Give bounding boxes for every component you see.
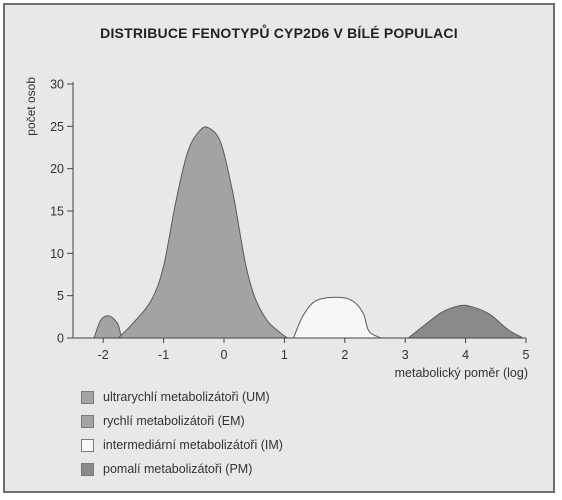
x-tick-label: -2 [98, 348, 109, 362]
x-tick-label: 2 [341, 348, 348, 362]
x-tick-label: 4 [462, 348, 469, 362]
series-area-2 [117, 126, 289, 339]
legend-swatch [81, 462, 94, 476]
y-axis-label: počet osob [24, 77, 38, 136]
series-layer [93, 126, 525, 339]
y-tick-label: 25 [50, 120, 64, 134]
legend-label: pomalí metabolizátoři (PM) [103, 462, 253, 476]
y-tick-label: 0 [57, 332, 64, 346]
legend-label: intermediární metabolizátoři (IM) [103, 438, 283, 452]
y-tick-label: 10 [50, 247, 64, 261]
legend-item: ultrarychlí metabolizátoři (UM) [81, 385, 283, 409]
x-tick-label: 0 [221, 348, 228, 362]
legend-swatch [81, 390, 94, 404]
series-area-3 [292, 296, 382, 339]
x-tick-label: 3 [402, 348, 409, 362]
legend-swatch [81, 438, 94, 452]
chart-frame: DISTRIBUCE FENOTYPŮ CYP2D6 V BÍLÉ POPULA… [3, 3, 555, 493]
y-tick-label: 5 [57, 289, 64, 303]
x-axis-label: metabolický poměr (log) [395, 366, 528, 380]
legend-item: rychlí metabolizátoři (EM) [81, 409, 283, 433]
y-tick-label: 15 [50, 205, 64, 219]
x-tick-label: 1 [281, 348, 288, 362]
axes-layer: 0 5 10 15 20 25 30 -2 -1 0 1 2 3 4 5 [50, 78, 529, 363]
series-area-1 [93, 315, 122, 339]
legend-label: ultrarychlí metabolizátoři (UM) [103, 390, 270, 404]
x-tick-label: -1 [158, 348, 169, 362]
legend: ultrarychlí metabolizátoři (UM) rychlí me… [81, 385, 283, 481]
legend-label: rychlí metabolizátoři (EM) [103, 414, 245, 428]
series-area-4 [406, 304, 525, 339]
y-tick-label: 20 [50, 162, 64, 176]
plot-area: 0 5 10 15 20 25 30 -2 -1 0 1 2 3 4 5 počet osob metabo… [24, 77, 530, 380]
chart-title: DISTRIBUCE FENOTYPŮ CYP2D6 V BÍLÉ POPULA… [100, 25, 458, 41]
x-tick-label: 5 [523, 348, 530, 362]
legend-swatch [81, 414, 94, 428]
legend-item: pomalí metabolizátoři (PM) [81, 457, 283, 481]
y-tick-label: 30 [50, 78, 64, 92]
legend-item: intermediární metabolizátoři (IM) [81, 433, 283, 457]
